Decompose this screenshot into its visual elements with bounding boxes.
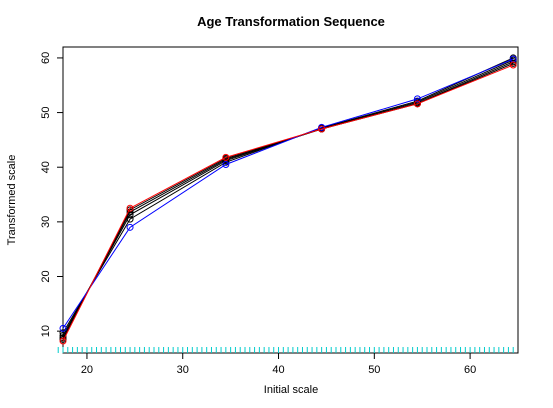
x-tick-label: 50 (368, 364, 380, 376)
data-point (126, 223, 134, 231)
data-point (222, 153, 230, 161)
series-line (62, 61, 514, 338)
data-point (318, 125, 326, 133)
series-line (62, 62, 514, 340)
data-point (59, 324, 67, 332)
x-tick-label: 40 (272, 364, 284, 376)
y-tick-label: 10 (40, 325, 52, 337)
y-tick-label: 50 (40, 106, 52, 118)
y-axis: 10 20 30 40 50 60 (40, 52, 63, 337)
data-point (509, 61, 517, 69)
series-line (62, 57, 514, 334)
series-line (62, 64, 514, 342)
y-tick-label: 20 (40, 270, 52, 282)
data-point (413, 95, 421, 103)
data-point (126, 215, 134, 223)
data-point (126, 204, 134, 212)
x-tick-label: 60 (464, 364, 476, 376)
y-tick-label: 60 (40, 52, 52, 64)
x-tick-label: 30 (177, 364, 189, 376)
data-point (59, 337, 67, 345)
series-line (62, 58, 514, 329)
y-axis-label: Transformed scale (6, 155, 18, 246)
x-tick-label: 20 (81, 364, 93, 376)
data-point (222, 160, 230, 168)
y-tick-label: 40 (40, 161, 52, 173)
x-axis-label: Initial scale (264, 384, 318, 396)
chart-title: Age Transformation Sequence (197, 14, 385, 29)
series-line (62, 59, 514, 336)
rug-layer (57, 347, 514, 353)
data-point (413, 100, 421, 108)
x-axis: 20 30 40 50 60 (81, 353, 476, 376)
series-layer (59, 54, 517, 345)
y-tick-label: 30 (40, 216, 52, 228)
plot-frame (62, 46, 519, 354)
